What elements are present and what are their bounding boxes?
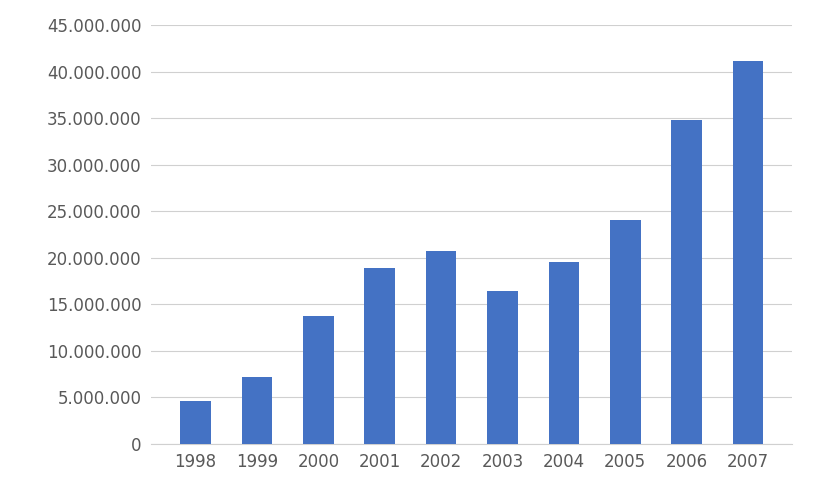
Bar (303, 316, 333, 444)
Bar (426, 251, 457, 444)
Bar (610, 220, 641, 444)
Bar (364, 268, 395, 444)
Bar (548, 262, 579, 444)
Bar (181, 401, 211, 444)
Bar (733, 60, 763, 444)
Bar (242, 376, 272, 444)
Bar (672, 120, 702, 444)
Bar (487, 291, 518, 444)
